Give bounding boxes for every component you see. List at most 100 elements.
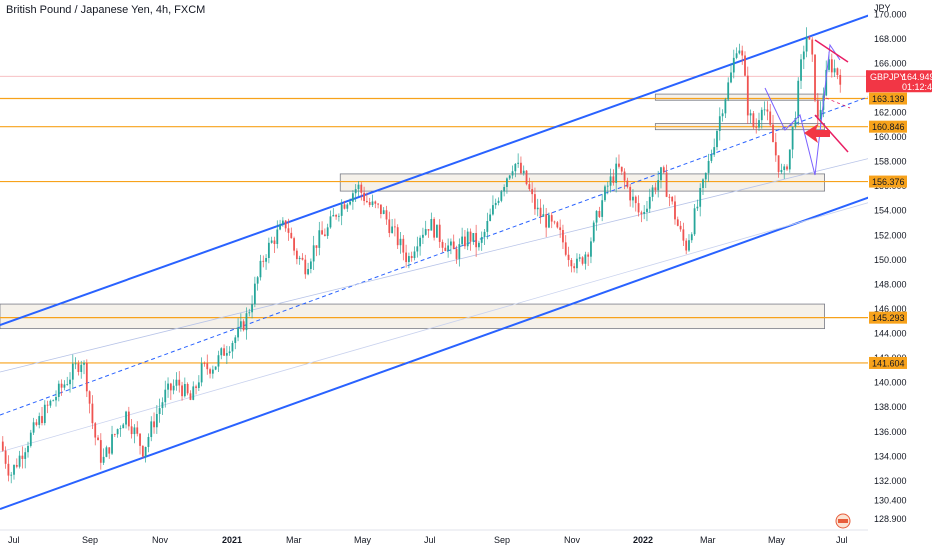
candle-body (758, 120, 760, 128)
candle-body (301, 257, 304, 260)
candle-body (225, 353, 228, 356)
inner-trend-line[interactable] (0, 151, 896, 373)
candle-body (377, 203, 380, 205)
candle-body (116, 429, 119, 435)
candle-body (419, 237, 422, 247)
candle-body (662, 167, 665, 173)
wave-pattern-line[interactable] (764, 43, 841, 176)
candle-body (483, 231, 486, 238)
time-tick-label: Jul (424, 535, 436, 545)
candle-body (690, 234, 693, 241)
price-tick-label: 146.000 (874, 304, 907, 314)
candle-body (332, 215, 335, 217)
candle-body (399, 238, 402, 246)
candle-body (13, 464, 15, 475)
candle-body (814, 54, 816, 101)
candle-body (329, 216, 332, 228)
pennant-upper-line[interactable] (814, 39, 849, 63)
inner-trend-line-2[interactable] (0, 194, 896, 453)
candle-body (346, 204, 349, 209)
candle-body (556, 222, 559, 228)
channel-upper-line[interactable] (0, 5, 896, 326)
level-tag-label: 156.376 (872, 177, 905, 187)
price-tick-label: 132.000 (874, 476, 907, 486)
level-tag-4 (869, 356, 907, 369)
candle-body (365, 200, 368, 203)
candle-body (318, 230, 321, 248)
candle-body (57, 383, 60, 398)
candle-body (343, 204, 346, 209)
candle-body (4, 450, 7, 464)
candle-body (469, 231, 472, 242)
price-tick-label: 140.000 (874, 378, 907, 388)
zone-3[interactable] (0, 303, 825, 330)
candle-body (262, 260, 265, 262)
candle-body (94, 423, 97, 438)
candle-body (133, 427, 136, 435)
candle-body (38, 416, 41, 425)
channel-lower-line[interactable] (0, 187, 896, 510)
candle-body (248, 312, 251, 314)
candle-body (486, 220, 489, 232)
candle-body (349, 201, 351, 205)
price-tick-label: 134.000 (874, 451, 907, 461)
price-tick-label: 150.000 (874, 255, 907, 265)
time-tick-label: 2021 (222, 535, 242, 545)
candle-body (209, 369, 211, 374)
candle-body (97, 437, 99, 441)
candle-body (245, 313, 248, 331)
candle-body (612, 176, 615, 183)
pennant-lower-line[interactable] (814, 114, 849, 153)
candle-body (408, 256, 410, 263)
candle-body (298, 257, 301, 260)
candle-body (287, 228, 290, 233)
candle-body (88, 391, 91, 404)
price-tick-label: 168.000 (874, 34, 907, 44)
candle-body (816, 100, 819, 120)
time-axis[interactable]: Jul Sep Nov 2021 Mar May Jul Sep Nov 2022 Mar May Ju… (0, 529, 868, 545)
candle-body (354, 189, 357, 194)
candle-body (18, 455, 21, 467)
candle-body (24, 452, 27, 459)
candle-body (161, 402, 164, 409)
candle-body (186, 383, 189, 394)
candle-body (192, 386, 195, 400)
candle-body (29, 432, 32, 446)
candle-body (172, 385, 175, 391)
candle-body (150, 421, 153, 438)
zone-0[interactable] (654, 93, 826, 101)
candle-body (676, 219, 679, 226)
projection-line[interactable] (825, 97, 851, 109)
candle-body (183, 383, 186, 397)
chart-title: British Pound / Japanese Yen, 4h, FXCM (6, 4, 206, 16)
candle-body (85, 362, 88, 392)
candle-body (402, 238, 405, 253)
candle-body (279, 224, 281, 230)
candle-body (503, 186, 506, 192)
candle-body (231, 342, 234, 352)
price-tick-label: 144.000 (874, 329, 907, 339)
candle-body (808, 36, 811, 40)
candle-body (167, 383, 169, 390)
candle-body (738, 50, 741, 54)
candle-body (74, 363, 77, 365)
candle-body (774, 142, 777, 156)
candle-body (357, 184, 360, 190)
candle-body (127, 411, 130, 427)
level-tag-label: 141.604 (872, 358, 905, 368)
candle-body (80, 364, 83, 372)
candle-body (424, 229, 427, 235)
candle-body (506, 178, 508, 187)
channel-mid-line[interactable] (0, 96, 869, 416)
candle-body (755, 126, 758, 128)
candle-body (91, 403, 94, 424)
level-tag-label: 160.846 (872, 122, 905, 132)
candle-body (730, 72, 732, 83)
zone-2[interactable] (339, 173, 826, 192)
candle-body (396, 227, 399, 246)
candle-body (32, 422, 35, 433)
price-axis[interactable]: JPY170.000168.000166.000164.000162.00016… (866, 0, 932, 550)
candle-body (651, 187, 654, 197)
candle-body (200, 363, 203, 383)
